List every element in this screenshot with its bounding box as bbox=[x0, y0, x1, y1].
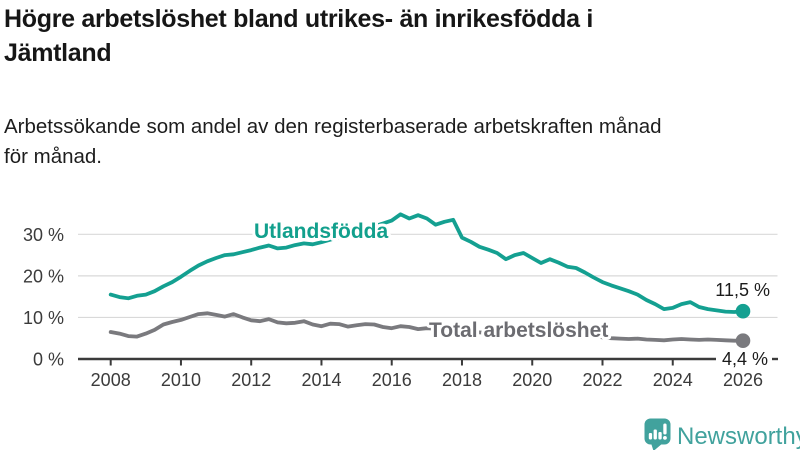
title-line-1: Högre arbetslöshet bland utrikes- än inr… bbox=[4, 5, 593, 33]
page-title: Högre arbetslöshet bland utrikes- än inr… bbox=[4, 2, 796, 70]
newsworthy-logo-icon bbox=[644, 418, 671, 450]
series-inline-labels: Utlandsfödda Total arbetslöshet bbox=[251, 217, 611, 345]
subtitle-line-2: för månad. bbox=[4, 145, 102, 168]
series-line-1 bbox=[108, 311, 745, 343]
x-tick-label-2010: 2010 bbox=[161, 370, 201, 390]
end-label-background bbox=[716, 349, 772, 368]
data-series-lines bbox=[108, 212, 745, 343]
x-axis-ticks bbox=[109, 359, 745, 366]
x-tick-label-2014: 2014 bbox=[301, 370, 341, 390]
x-tick-label-2018: 2018 bbox=[442, 370, 482, 390]
end-label-total-arbetsloshet: 4,4 % bbox=[722, 349, 768, 369]
y-tick-label-0: 0 % bbox=[33, 350, 64, 370]
x-tick-label-2026: 2026 bbox=[723, 370, 763, 390]
y-tick-label-30: 30 % bbox=[23, 225, 64, 245]
series-line-0 bbox=[108, 212, 745, 314]
series-end-dot-1 bbox=[735, 333, 751, 349]
chart-subtitle: Arbetssökande som andel av den registerb… bbox=[4, 112, 794, 172]
y-axis-labels: 0 % 10 % 20 % 30 % bbox=[23, 225, 64, 370]
x-tick-label-2024: 2024 bbox=[653, 370, 693, 390]
gridlines bbox=[78, 233, 778, 319]
series-label-utlandsfodda: Utlandsfödda bbox=[254, 220, 388, 243]
x-axis-labels: 2008 2010 2012 2014 2016 2018 2020 2022 2024 2026 bbox=[91, 370, 763, 390]
x-tick-label-2020: 2020 bbox=[512, 370, 552, 390]
series-end-dot-0 bbox=[735, 303, 751, 319]
end-label-utlandsfodda: 11,5 % bbox=[715, 280, 770, 300]
x-tick-label-2022: 2022 bbox=[582, 370, 622, 390]
series-label-total-arbetsloshet: Total arbetslöshet bbox=[429, 319, 608, 342]
y-tick-label-10: 10 % bbox=[23, 308, 64, 328]
y-tick-label-20: 20 % bbox=[23, 266, 64, 286]
series-end-dots bbox=[735, 303, 751, 349]
subtitle-line-1: Arbetssökande som andel av den registerb… bbox=[4, 115, 662, 138]
x-tick-label-2016: 2016 bbox=[372, 370, 412, 390]
x-tick-label-2012: 2012 bbox=[231, 370, 271, 390]
x-tick-label-2008: 2008 bbox=[91, 370, 131, 390]
title-line-2: Jämtland bbox=[4, 39, 112, 67]
end-value-annotations: 11,5 % 4,4 % bbox=[715, 280, 772, 369]
newsworthy-logo-text: Newsworthy bbox=[677, 423, 800, 450]
